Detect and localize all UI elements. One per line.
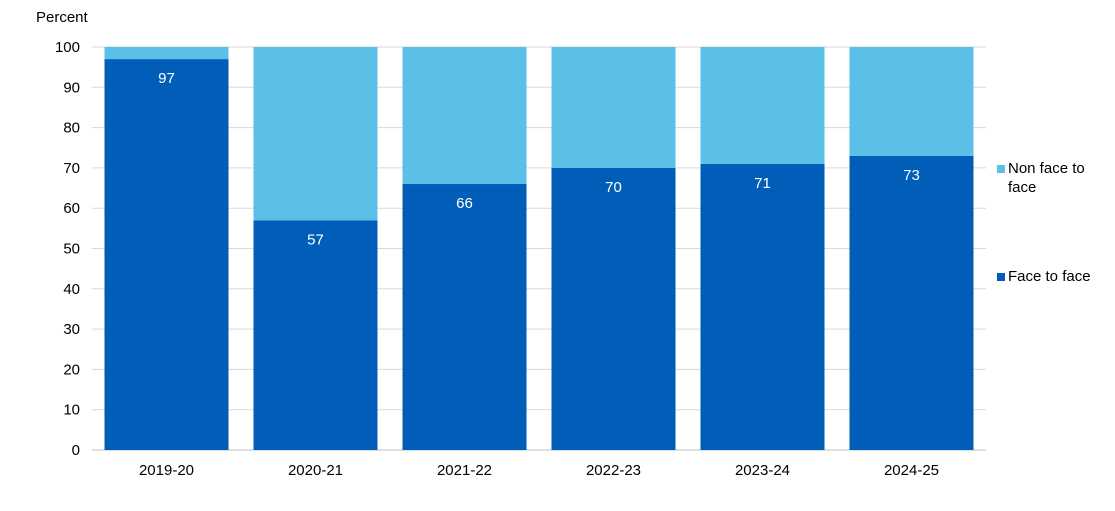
legend-label: Face to face (1008, 268, 1091, 285)
bars: 97 57 66 70 71 73 (104, 47, 974, 451)
y-tick-label: 70 (63, 160, 80, 177)
bar-face-to-face (402, 184, 527, 450)
y-tick-label: 80 (63, 120, 80, 137)
legend-label: Non face to (1008, 160, 1085, 177)
y-tick-label: 0 (72, 442, 80, 459)
bar-face-to-face (551, 167, 676, 450)
y-tick-label: 30 (63, 321, 80, 338)
bar-non-face-to-face (104, 47, 229, 60)
x-tick-label: 2019-20 (139, 462, 194, 479)
bar-face-to-face (104, 59, 229, 451)
data-label: 70 (605, 179, 622, 196)
legend-swatch (997, 273, 1005, 281)
x-tick-label: 2024-25 (884, 462, 939, 479)
bar-face-to-face (849, 155, 974, 450)
x-tick-label: 2020-21 (288, 462, 343, 479)
data-label: 71 (754, 175, 771, 192)
x-tick-label: 2022-23 (586, 462, 641, 479)
legend: Non face to face Face to face (997, 160, 1091, 285)
data-label: 57 (307, 231, 324, 248)
y-tick-label: 40 (63, 281, 80, 298)
data-label: 73 (903, 167, 920, 184)
data-label: 97 (158, 70, 175, 87)
bar-face-to-face (700, 163, 825, 450)
legend-label-continued: face (1008, 179, 1036, 196)
bar-non-face-to-face (402, 47, 527, 185)
bar-non-face-to-face (849, 47, 974, 156)
y-tick-label: 60 (63, 200, 80, 217)
y-axis-ticks: 0 10 20 30 40 50 60 70 80 90 100 (55, 39, 80, 459)
legend-swatch (997, 165, 1005, 173)
bar-non-face-to-face (700, 47, 825, 164)
bar-non-face-to-face (253, 47, 378, 221)
y-tick-label: 20 (63, 361, 80, 378)
y-tick-label: 50 (63, 241, 80, 258)
bar-face-to-face (253, 220, 378, 450)
y-axis-title: Percent (36, 9, 89, 26)
y-tick-label: 90 (63, 79, 80, 96)
y-tick-label: 100 (55, 39, 80, 56)
x-axis-ticks: 2019-20 2020-21 2021-22 2022-23 2023-24 2024-… (139, 462, 939, 479)
y-tick-label: 10 (63, 402, 80, 419)
data-label: 66 (456, 195, 473, 212)
x-tick-label: 2023-24 (735, 462, 790, 479)
x-tick-label: 2021-22 (437, 462, 492, 479)
gridlines (92, 46, 986, 451)
bar-non-face-to-face (551, 47, 676, 168)
